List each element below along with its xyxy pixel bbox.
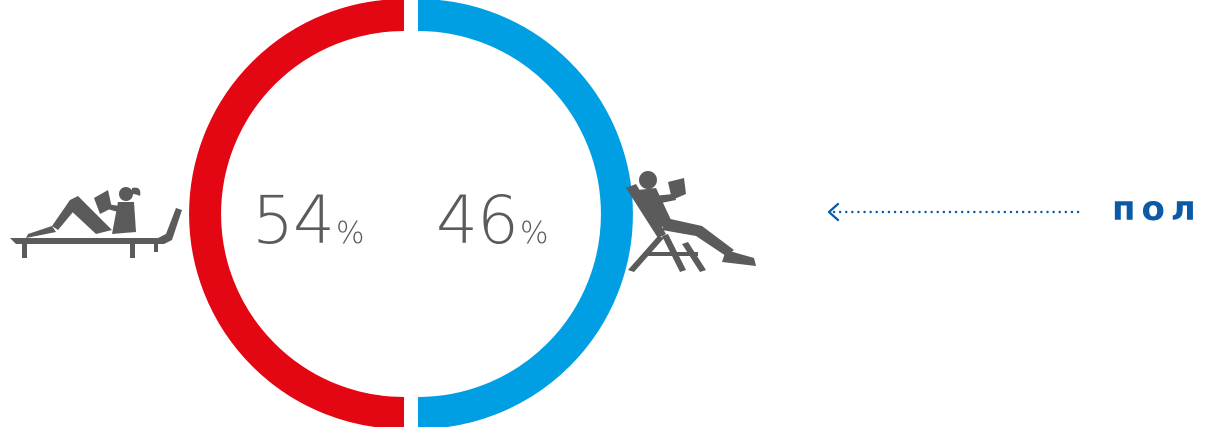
woman-reading-on-sunbed-icon	[10, 187, 182, 258]
men-value: 46	[436, 182, 519, 259]
women-percentage-label: 54%	[252, 188, 365, 254]
dotted-left-arrow-icon	[827, 202, 1086, 222]
man-reading-in-deckchair-icon	[626, 171, 756, 272]
women-ring-segment	[189, 0, 405, 427]
men-percentage-label: 46%	[436, 188, 549, 254]
women-value: 54	[252, 182, 335, 259]
women-percent-sign: %	[335, 216, 365, 251]
men-percent-sign: %	[519, 216, 549, 251]
men-ring-segment	[417, 0, 633, 427]
gender-annotation-label: пол	[1112, 189, 1202, 229]
